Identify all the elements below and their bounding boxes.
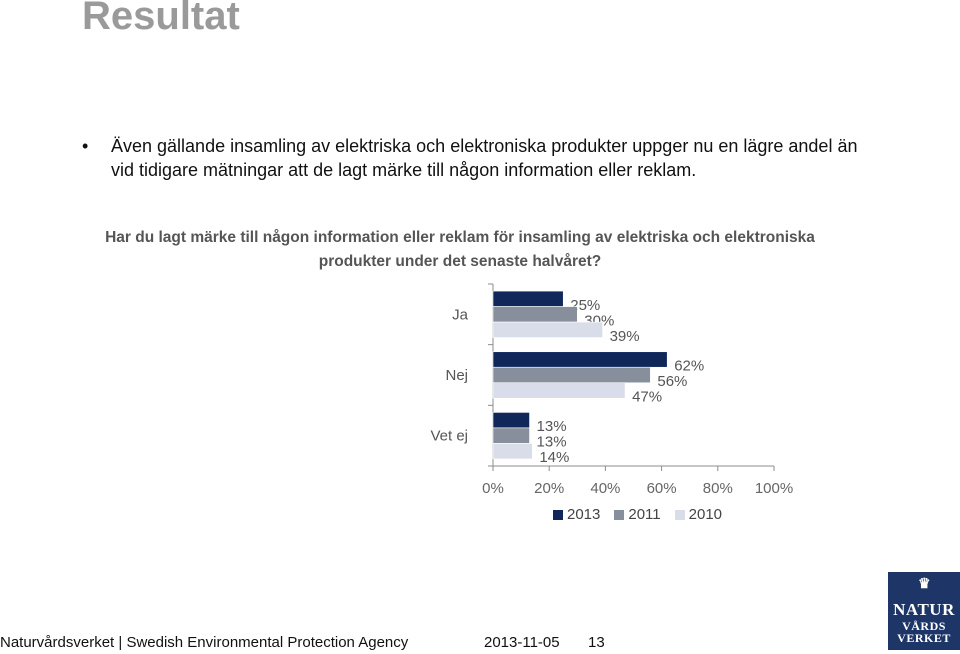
category-label: Vet ej	[430, 428, 468, 445]
bar	[492, 427, 530, 444]
x-tick-label: 20%	[534, 480, 564, 497]
bar	[492, 382, 626, 399]
logo-line-2: VÅRDS	[902, 619, 946, 633]
logo-line-1: NATUR	[893, 600, 955, 619]
legend-swatch-2010	[674, 509, 685, 520]
crown-icon: ♛	[918, 577, 931, 592]
data-label: 13%	[537, 434, 567, 451]
page-number: 13	[588, 634, 605, 651]
bar	[492, 306, 578, 323]
bullet-icon: •	[82, 136, 89, 156]
footer-date: 2013-11-05	[484, 634, 560, 651]
legend-swatch-2011	[614, 509, 625, 520]
bar	[492, 290, 564, 307]
slide-title: Resultat	[82, 0, 240, 38]
chart-legend: 2013 2011 2010	[553, 506, 722, 523]
x-tick-label: 80%	[703, 480, 733, 497]
data-label: 14%	[539, 449, 569, 466]
data-label: 25%	[570, 297, 600, 314]
x-tick-label: 100%	[755, 480, 793, 497]
data-label: 39%	[610, 328, 640, 345]
legend-label-2013: 2013	[567, 506, 601, 523]
bar	[492, 351, 668, 368]
data-label: 56%	[657, 373, 687, 390]
data-label: 13%	[537, 418, 567, 435]
legend-item-2010: 2010	[674, 506, 723, 523]
bullet-text: Även gällande insamling av elektriska oc…	[111, 136, 858, 180]
data-label: 47%	[632, 389, 662, 406]
x-tick-label: 40%	[590, 480, 620, 497]
bar	[492, 366, 651, 384]
footer-org: Naturvårdsverket | Swedish Environmental…	[0, 634, 409, 651]
naturvardsverket-logo: ♛ NATUR VÅRDS VERKET	[888, 572, 960, 650]
legend-item-2011: 2011	[614, 506, 661, 523]
bar	[492, 412, 530, 429]
bar	[492, 443, 533, 460]
legend-label-2010: 2010	[688, 506, 723, 523]
category-label: Nej	[445, 367, 468, 384]
chart-question: Har du lagt märke till någon information…	[105, 229, 815, 270]
x-tick-label: 60%	[647, 480, 677, 497]
legend-label-2011: 2011	[628, 506, 661, 523]
category-label: Ja	[452, 306, 469, 323]
x-tick-label: 0%	[482, 480, 504, 497]
logo-line-3: VERKET	[897, 631, 951, 645]
data-label: 62%	[674, 358, 704, 375]
legend-item-2013: 2013	[553, 506, 600, 523]
legend-swatch-2013	[553, 509, 563, 520]
bar	[492, 321, 603, 338]
